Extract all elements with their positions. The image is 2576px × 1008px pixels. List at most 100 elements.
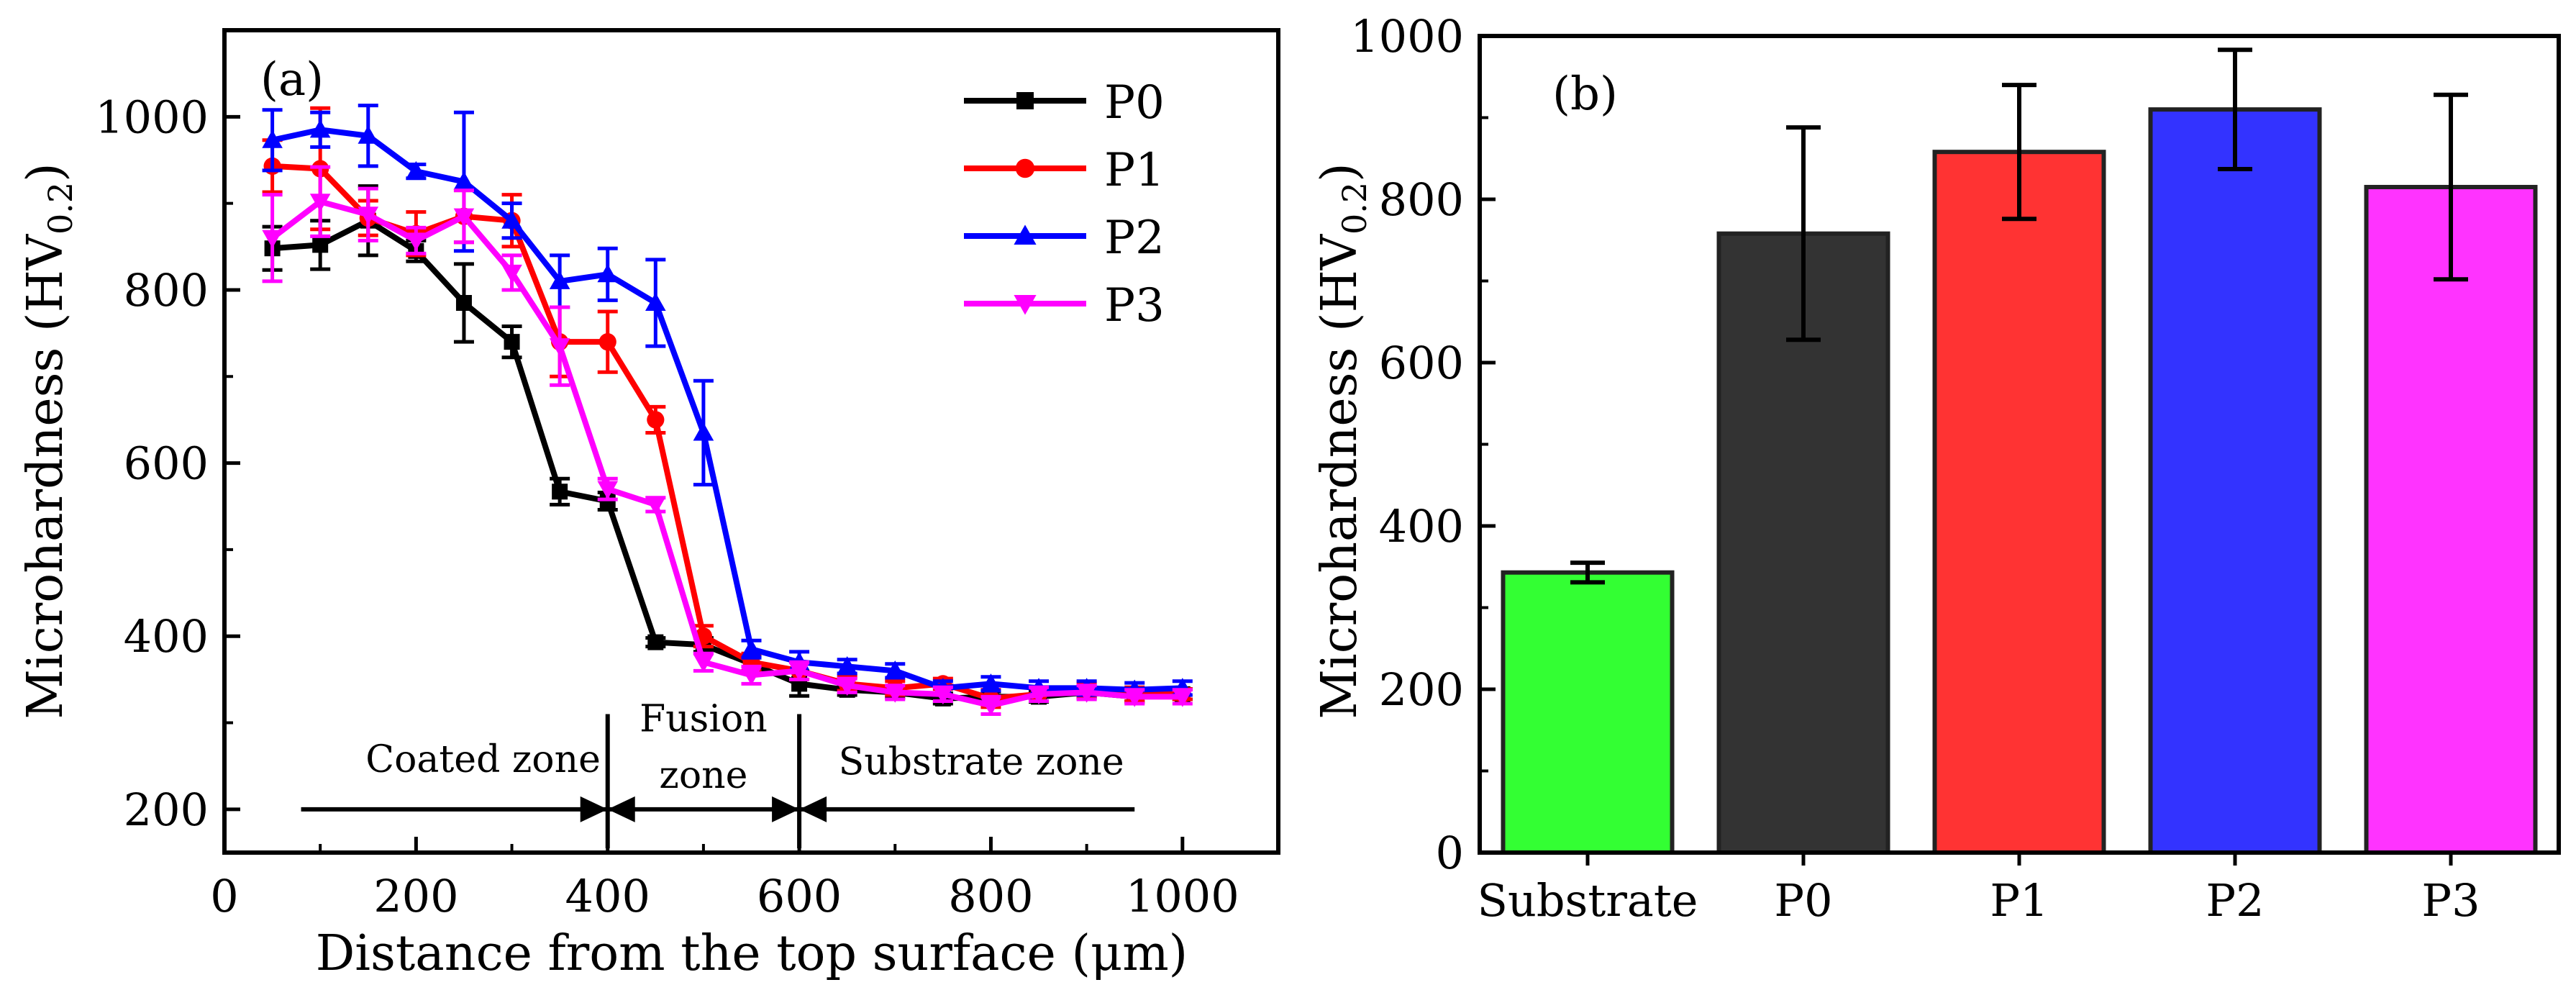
chart-a-legend-marker [1014, 295, 1037, 315]
chart-a-point [358, 206, 379, 225]
chart-a-point [647, 634, 664, 650]
chart-a-point [358, 125, 379, 144]
chart-a-point [549, 271, 570, 289]
chart-a-series-P2 [262, 104, 1193, 699]
chart-b-category-label: P2 [2206, 874, 2264, 927]
chart-a-point [693, 422, 714, 441]
chart-b-ylabel-close: ) [1311, 163, 1368, 182]
chart-a-ytick-label: 200 [124, 784, 209, 836]
chart-a-point [501, 264, 522, 283]
chart-a-point [1124, 689, 1145, 707]
chart-a-zone-arrowhead [580, 796, 608, 822]
chart-a-point [837, 656, 857, 675]
chart-b-bar-Substrate [1501, 570, 1675, 855]
chart-a-legend-label: P2 [1104, 212, 1165, 265]
chart-a-point [741, 638, 762, 658]
chart-a-point [884, 684, 906, 703]
chart-b-bar-P1 [1932, 150, 2106, 855]
chart-a-point [1076, 684, 1097, 703]
chart-b-bar-P2 [2148, 107, 2322, 855]
chart-a-point [453, 171, 475, 190]
chart-a-point [932, 686, 954, 705]
chart-a-point [549, 338, 570, 357]
chart-a-ytick-label: 600 [124, 437, 209, 490]
chart-a-point [647, 411, 665, 429]
chart-a-line-P3 [270, 199, 1183, 709]
chart-a-ytick-label: 800 [124, 264, 209, 317]
chart-b-ytick-label: 0 [1436, 827, 1464, 879]
chart-a-point [504, 334, 520, 350]
chart-a-zone-label: zone [659, 754, 747, 797]
chart-a-point [406, 232, 427, 251]
chart-b-ylabel-main: Microhardness (HV [1311, 233, 1368, 719]
chart-a-xlabel: Distance from the top surface (μm) [316, 925, 1188, 982]
chart-a-legend-marker [1016, 92, 1034, 109]
chart-a-point [741, 667, 762, 686]
chart-a-xtick-label: 600 [757, 870, 842, 922]
chart-b-ytick-label: 1000 [1350, 10, 1464, 63]
chart-a-legend-label: P3 [1104, 279, 1165, 332]
chart-b-frame [1478, 34, 2561, 855]
chart-b-category-label: P1 [1990, 874, 2048, 927]
chart-a-ytick-label: 400 [124, 610, 209, 663]
chart-a-frame [222, 28, 1280, 855]
chart-a-point [262, 230, 283, 249]
chart-a-point [453, 208, 475, 227]
chart-a-zone-arrowhead [799, 796, 827, 822]
chart-a-point [309, 194, 331, 212]
chart-a-series-P1 [262, 106, 1193, 709]
chart-a-zone-label: Substrate zone [839, 741, 1124, 784]
chart-a-xtick-label: 1000 [1126, 870, 1239, 922]
chart-b-bar-P3 [2364, 184, 2538, 855]
chart-b-ylabel-sub: 0.2 [1335, 182, 1374, 235]
chart-a-point [262, 130, 283, 148]
chart-a-legend-label: P0 [1104, 76, 1165, 130]
chart-a-legend-marker [1015, 158, 1035, 178]
chart-a-ylabel-close: ) [17, 163, 74, 182]
chart-a-point [599, 333, 616, 351]
chart-a-ylabel-sub: 0.2 [41, 182, 80, 235]
chart-a-point [597, 263, 619, 283]
chart-a-point [309, 119, 331, 138]
chart-a-panel-label: (a) [260, 53, 324, 106]
chart-a-point [980, 697, 1001, 716]
chart-a-zone-label: Fusion [640, 698, 768, 741]
chart-b-category-label: Substrate [1477, 874, 1698, 927]
chart-a-point [312, 237, 329, 253]
chart-a-point [406, 160, 427, 180]
chart-a-series-P0 [262, 184, 1193, 707]
chart-a-point [1028, 686, 1050, 705]
chart-a-ytick-label: 1000 [95, 91, 209, 143]
chart-a-legend-marker [1014, 224, 1037, 245]
chart-b-ytick-label: 600 [1379, 337, 1464, 389]
chart-a-zone-arrowhead [607, 796, 635, 822]
chart-a-point [788, 663, 810, 681]
chart-a-series-P3 [262, 165, 1193, 716]
chart-a-point [884, 660, 906, 679]
chart-a-xtick-label: 800 [948, 870, 1033, 922]
chart-a-xtick-label: 400 [565, 870, 650, 922]
chart-a-point [693, 654, 714, 673]
chart-b-ytick-label: 200 [1379, 663, 1464, 716]
chart-b-panel-label: (b) [1552, 68, 1618, 121]
chart-b-ytick-label: 400 [1379, 500, 1464, 553]
chart-a-point [645, 292, 666, 311]
chart-b-ytick-label: 800 [1379, 173, 1464, 226]
chart-a-point [980, 673, 1001, 692]
chart-b-ticks: 0 200 400 600 800 1000 [1350, 10, 1496, 879]
chart-a-legend: P0 P1 P2 P3 [964, 76, 1165, 332]
chart-a-point [501, 210, 522, 229]
chart-a-point [645, 496, 666, 515]
chart-a-xtick-label: 0 [210, 870, 238, 922]
chart-a-zones: Coated zone Fusion zone Substrate zone [301, 698, 1135, 848]
chart-a-point [837, 677, 857, 696]
chart-b-category-label: P3 [2421, 874, 2480, 927]
chart-a-legend-label: P1 [1104, 144, 1165, 197]
chart-b-bars: Substrate P0 P1 P2 P3 [1477, 47, 2538, 927]
chart-a-point [1172, 689, 1193, 707]
chart-a-zone-label: Coated zone [365, 738, 601, 781]
